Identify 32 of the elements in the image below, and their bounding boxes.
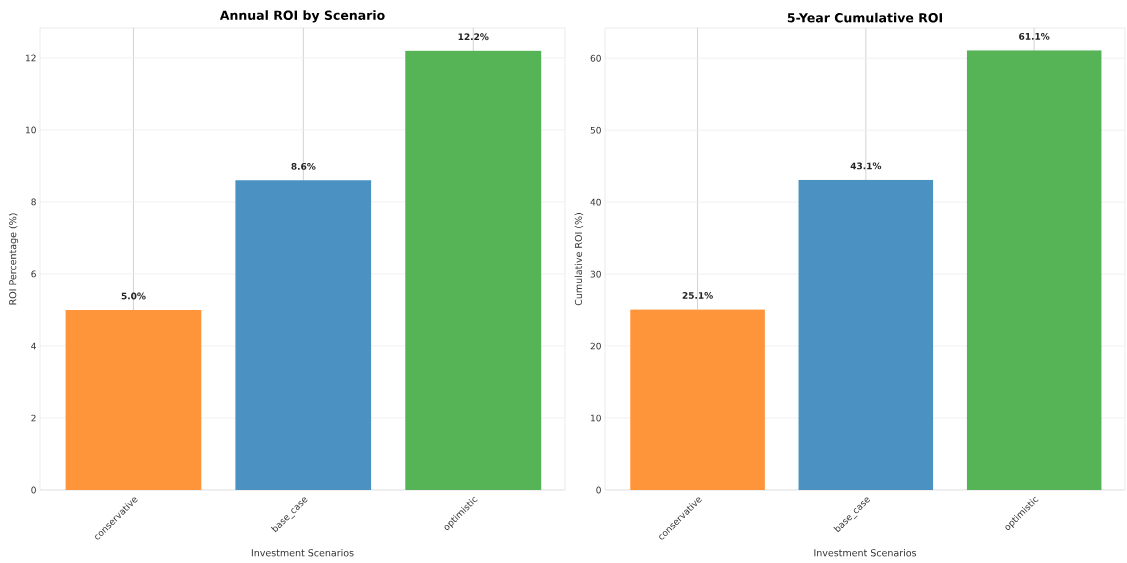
bar bbox=[630, 309, 765, 490]
bar bbox=[966, 50, 1102, 490]
y-tick-label: 50 bbox=[590, 126, 601, 134]
y-tick-label: 2 bbox=[31, 414, 36, 422]
bar bbox=[798, 179, 934, 490]
y-tick-label: 60 bbox=[590, 54, 601, 62]
data-label: 43.1% bbox=[850, 162, 882, 170]
y-tick-label: 40 bbox=[590, 198, 601, 206]
y-axis-title: ROI Percentage (%) bbox=[8, 213, 19, 305]
bar bbox=[65, 309, 202, 490]
y-tick-label: 0 bbox=[596, 486, 601, 494]
data-label: 8.6% bbox=[291, 162, 316, 170]
data-label: 5.0% bbox=[121, 292, 146, 300]
y-tick-label: 10 bbox=[591, 414, 601, 422]
x-axis-title: Investment Scenarios bbox=[251, 549, 354, 557]
y-tick-label: 4 bbox=[31, 342, 36, 350]
chart-title: Annual ROI by Scenario bbox=[219, 10, 385, 23]
y-tick-label: 8 bbox=[31, 198, 36, 206]
bar bbox=[405, 50, 542, 490]
y-tick-label: 20 bbox=[590, 342, 601, 350]
y-tick-label: 10 bbox=[26, 126, 36, 134]
x-axis-title: Investment Scenarios bbox=[814, 549, 917, 557]
y-tick-label: 6 bbox=[31, 270, 36, 278]
data-label: 61.1% bbox=[1019, 32, 1050, 40]
y-tick-label: 30 bbox=[590, 270, 601, 278]
chart-title: 5-Year Cumulative ROI bbox=[787, 12, 942, 23]
bar bbox=[235, 180, 372, 490]
y-tick-label: 12 bbox=[26, 54, 36, 62]
data-label: 12.2% bbox=[458, 33, 489, 41]
data-label: 25.1% bbox=[682, 292, 713, 299]
y-axis-title: Cumulative ROI (%) bbox=[574, 213, 584, 306]
y-tick-label: 0 bbox=[31, 486, 36, 494]
